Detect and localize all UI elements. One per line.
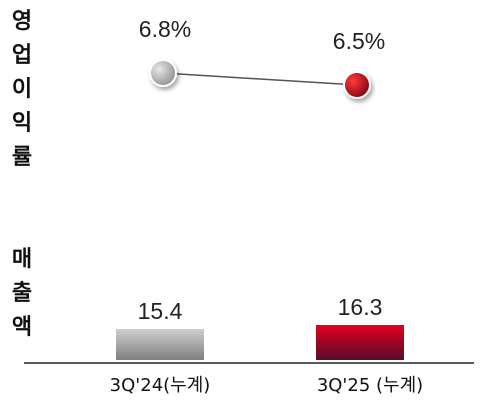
margin-value-label-3q25: 6.5% xyxy=(333,28,385,54)
revenue-bar-3q25 xyxy=(316,325,404,360)
x-tick-label-3q24: 3Q'24(누계) xyxy=(110,375,211,396)
revenue-value-label-3q24: 15.4 xyxy=(138,298,183,324)
margin-point-3q25 xyxy=(343,71,371,99)
x-tick-label-3q25: 3Q'25 (누계) xyxy=(317,375,423,396)
margin-value-label-3q24: 6.8% xyxy=(139,16,191,42)
margin-line xyxy=(162,72,358,86)
margin-point-3q24 xyxy=(149,59,177,87)
revenue-bar-3q24 xyxy=(116,329,204,360)
revenue-value-label-3q25: 16.3 xyxy=(338,294,383,320)
